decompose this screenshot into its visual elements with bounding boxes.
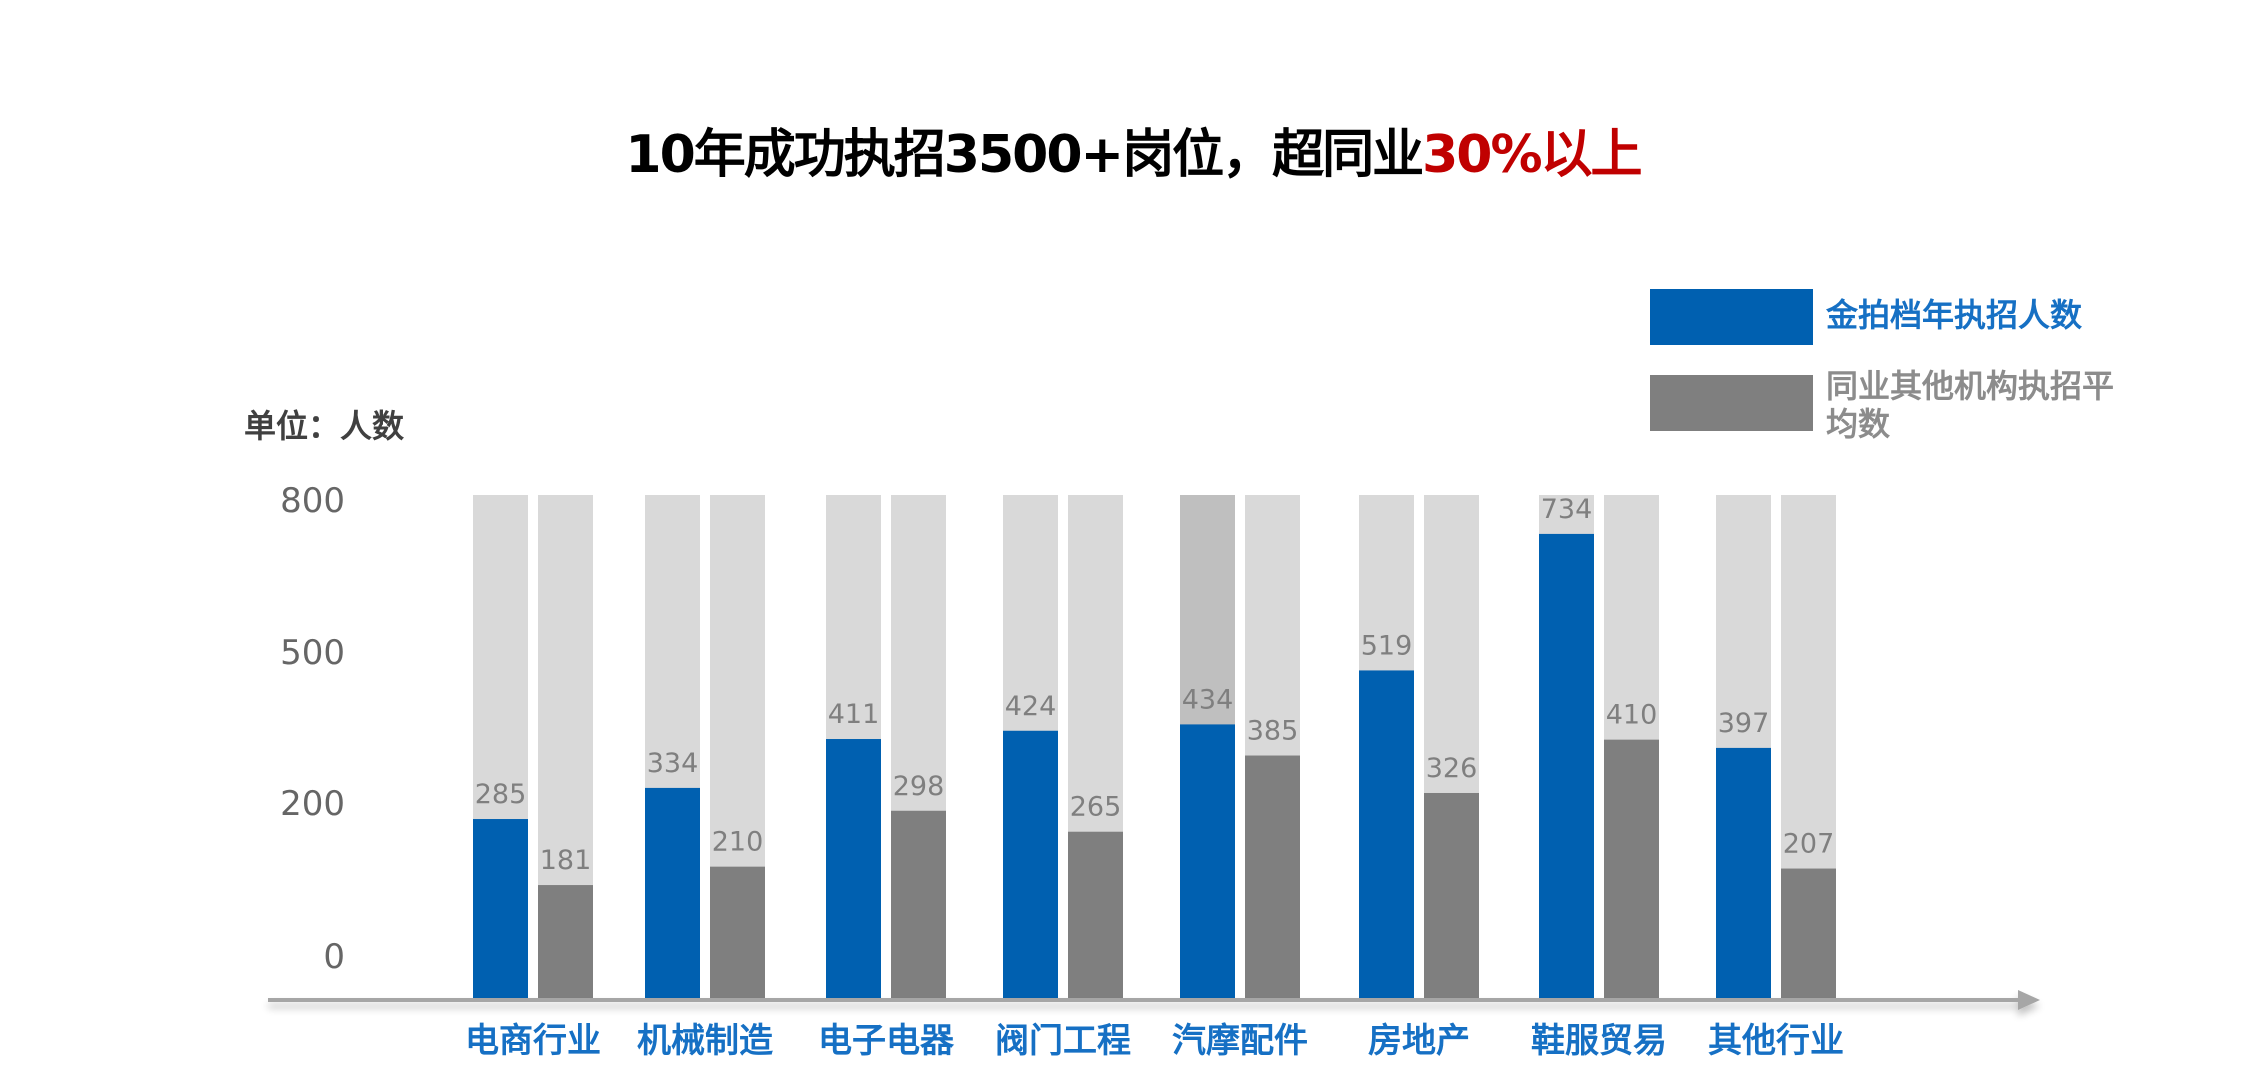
bars: 285 181 334 210 411 298 424 265 434 385 519 326 734 4… — [473, 494, 1836, 1000]
bar-value-label: 285 — [475, 779, 527, 810]
chart-title-main: 10年成功执招3500+岗位，超同业 — [625, 125, 1422, 185]
legend-swatch-series-b — [1650, 375, 1813, 431]
category-label: 机械制造 — [637, 1021, 773, 1061]
bar-series-a — [645, 787, 700, 1000]
bar-value-label: 734 — [1541, 494, 1593, 525]
bar-series-a — [1716, 747, 1771, 1000]
bar-series-b — [1068, 831, 1123, 1000]
category-label: 阀门工程 — [995, 1021, 1131, 1061]
bar-series-a — [1539, 533, 1594, 1000]
bar-value-label: 519 — [1361, 630, 1413, 661]
chart-title-highlight: 30%以上 — [1422, 125, 1641, 185]
category-label: 鞋服贸易 — [1531, 1021, 1667, 1061]
bar-value-label: 424 — [1005, 691, 1057, 722]
bar-series-a — [826, 739, 881, 1000]
legend-label-series-a: 金拍档年执招人数 — [1825, 296, 2083, 334]
bar-value-label: 334 — [647, 748, 699, 779]
category-label: 汽摩配件 — [1172, 1021, 1308, 1061]
bar-series-b — [710, 866, 765, 1000]
unit-label: 单位：人数 — [244, 407, 405, 445]
chart-title: 10年成功执招3500+岗位，超同业30%以上 — [625, 125, 1641, 185]
bar-value-label: 397 — [1718, 708, 1770, 739]
bar-value-label: 298 — [893, 771, 945, 802]
legend-label-series-b-line2: 均数 — [1826, 405, 1891, 443]
bar-series-a — [1180, 724, 1235, 1000]
category-label: 电商行业 — [465, 1021, 601, 1061]
bar-series-b — [1245, 755, 1300, 1000]
x-axis — [268, 990, 2040, 1010]
bar-series-a — [1359, 670, 1414, 1000]
y-tick-label: 0 — [323, 937, 345, 977]
bar-series-b — [1424, 792, 1479, 1000]
bar-series-b — [538, 885, 593, 1000]
y-tick-label: 200 — [280, 784, 345, 824]
category-label: 电子电器 — [818, 1021, 955, 1061]
bar-series-b — [891, 810, 946, 1000]
bar-series-a — [1003, 730, 1058, 1000]
y-axis-ticks: 0 200 500 800 — [280, 481, 345, 977]
category-label: 房地产 — [1368, 1021, 1470, 1061]
legend-swatch-series-a — [1650, 289, 1813, 345]
y-tick-label: 500 — [280, 633, 345, 673]
y-tick-label: 800 — [280, 481, 345, 521]
bar-value-label: 265 — [1070, 792, 1122, 823]
bar-value-label: 434 — [1182, 684, 1234, 715]
bar-series-b — [1604, 739, 1659, 1000]
category-label: 其他行业 — [1708, 1021, 1844, 1061]
x-axis-arrow-icon — [2018, 990, 2040, 1010]
bar-value-label: 385 — [1247, 716, 1299, 747]
bar-value-label: 181 — [540, 845, 592, 876]
legend-label-series-b-line1: 同业其他机构执招平 — [1826, 367, 2114, 405]
bar-series-a — [473, 819, 528, 1000]
bar-value-label: 410 — [1606, 700, 1658, 731]
x-axis-categories: 电商行业 机械制造 电子电器 阀门工程 汽摩配件 房地产 鞋服贸易 其他行业 — [465, 1021, 1844, 1061]
bar-value-label: 411 — [828, 699, 880, 730]
bar-value-label: 207 — [1783, 829, 1835, 860]
bar-value-label: 210 — [712, 827, 764, 858]
bar-value-label: 326 — [1426, 753, 1478, 784]
bar-series-b — [1781, 868, 1836, 1000]
legend: 金拍档年执招人数 同业其他机构执招平 均数 — [1650, 289, 2114, 443]
